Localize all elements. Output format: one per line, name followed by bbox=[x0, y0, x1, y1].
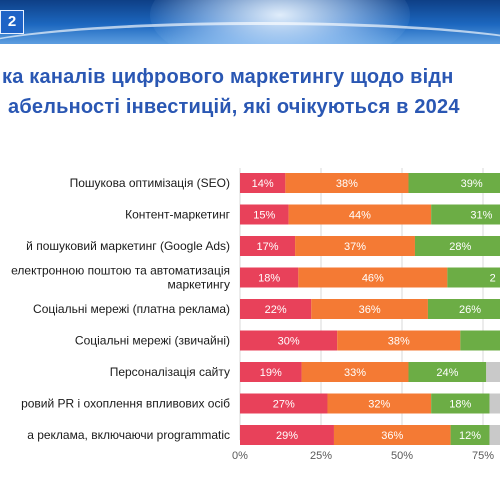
header-swoosh bbox=[0, 22, 500, 44]
category-label-4: Соціальні мережі (платна реклама) bbox=[33, 302, 230, 316]
bar-segment-0-1 bbox=[285, 173, 409, 193]
bar-segment-6-3 bbox=[486, 362, 500, 382]
data-label-1-2: 31% bbox=[470, 210, 492, 222]
x-tick-label-0: 0% bbox=[232, 450, 248, 462]
bar-segment-5-2 bbox=[460, 330, 500, 351]
data-label-2-0: 17% bbox=[257, 241, 279, 253]
data-label-2-2: 28% bbox=[449, 241, 471, 253]
category-label-3-line-0: електронною поштою та автоматизація bbox=[11, 264, 230, 278]
bar-segment-7-3 bbox=[489, 393, 500, 414]
data-label-5-0: 30% bbox=[278, 336, 300, 348]
chart-title-line-2: абельності інвестицій, які очікуються в … bbox=[8, 96, 460, 118]
bar-segment-6-1 bbox=[301, 362, 409, 382]
bar-segment-4-2 bbox=[427, 299, 500, 319]
category-label-2: й пошуковий маркетинг (Google Ads) bbox=[26, 239, 230, 253]
bar-segment-8-3 bbox=[489, 425, 500, 445]
x-tick-label-75: 75% bbox=[472, 450, 494, 462]
slide-number-badge: 2 bbox=[0, 10, 24, 34]
bar-segment-2-0 bbox=[240, 236, 296, 256]
bar-segment-1-1 bbox=[288, 204, 432, 225]
data-label-3-1: 46% bbox=[362, 273, 384, 285]
bar-segment-4-1 bbox=[311, 299, 428, 319]
bar-segment-7-2 bbox=[431, 393, 490, 414]
data-label-0-1: 38% bbox=[336, 178, 358, 190]
data-label-3-2: 2 bbox=[490, 273, 496, 285]
bar-segment-0-0 bbox=[240, 173, 286, 193]
bar-segment-8-1 bbox=[333, 425, 451, 445]
bar-segment-8-2 bbox=[450, 425, 490, 445]
bar-segment-1-2 bbox=[431, 204, 500, 225]
bar-segment-3-0 bbox=[240, 267, 299, 288]
bar-segment-6-2 bbox=[408, 362, 487, 382]
data-label-7-2: 18% bbox=[449, 399, 471, 411]
data-label-4-0: 22% bbox=[265, 304, 287, 316]
bar-segment-7-1 bbox=[327, 393, 432, 414]
data-label-8-0: 29% bbox=[276, 430, 298, 442]
bar-segment-5-1 bbox=[337, 330, 461, 351]
bar-segment-6-0 bbox=[240, 362, 302, 382]
x-tick-label-25: 25% bbox=[310, 450, 332, 462]
data-label-1-0: 15% bbox=[253, 210, 275, 222]
category-label-5: Соціальні мережі (звичайні) bbox=[75, 334, 230, 348]
bar-segment-8-0 bbox=[240, 425, 334, 445]
data-label-6-0: 19% bbox=[260, 367, 282, 379]
data-label-5-1: 38% bbox=[388, 336, 410, 348]
bar-segment-1-0 bbox=[240, 204, 289, 225]
bar-segment-2-2 bbox=[414, 236, 500, 256]
bar-segment-3-2 bbox=[447, 267, 500, 288]
header-band bbox=[0, 0, 500, 44]
bar-segment-7-0 bbox=[240, 393, 328, 414]
data-label-6-2: 24% bbox=[436, 367, 458, 379]
data-label-7-0: 27% bbox=[273, 399, 295, 411]
data-label-8-1: 36% bbox=[381, 430, 403, 442]
bar-segment-0-2 bbox=[408, 173, 500, 193]
category-label-6: Персоналізація сайту bbox=[110, 365, 230, 379]
data-label-6-1: 33% bbox=[344, 367, 366, 379]
category-label-0: Пошукова оптимізація (SEO) bbox=[70, 176, 230, 190]
category-label-7: ровий PR і охоплення впливових осіб bbox=[21, 397, 230, 411]
bar-segment-2-1 bbox=[295, 236, 415, 256]
data-label-4-1: 36% bbox=[359, 304, 381, 316]
bar-segment-5-0 bbox=[240, 330, 338, 351]
category-label-8: а реклама, включаючи programmatic bbox=[27, 428, 230, 442]
data-label-0-0: 14% bbox=[252, 178, 274, 190]
data-label-3-0: 18% bbox=[258, 273, 280, 285]
category-label-3-line-1: маркетингу bbox=[168, 278, 230, 292]
data-label-2-1: 37% bbox=[344, 241, 366, 253]
data-label-0-2: 39% bbox=[461, 178, 483, 190]
bar-segment-3-1 bbox=[298, 267, 448, 288]
data-label-7-1: 32% bbox=[368, 399, 390, 411]
chart-title-line-1: ка каналів цифрового маркетингу щодо від… bbox=[2, 66, 454, 88]
x-tick-label-50: 50% bbox=[391, 450, 413, 462]
data-label-4-2: 26% bbox=[459, 304, 481, 316]
data-label-1-1: 44% bbox=[349, 210, 371, 222]
bar-segment-4-0 bbox=[240, 299, 312, 319]
data-label-8-2: 12% bbox=[459, 430, 481, 442]
category-label-1: Контент-маркетинг bbox=[125, 208, 231, 222]
